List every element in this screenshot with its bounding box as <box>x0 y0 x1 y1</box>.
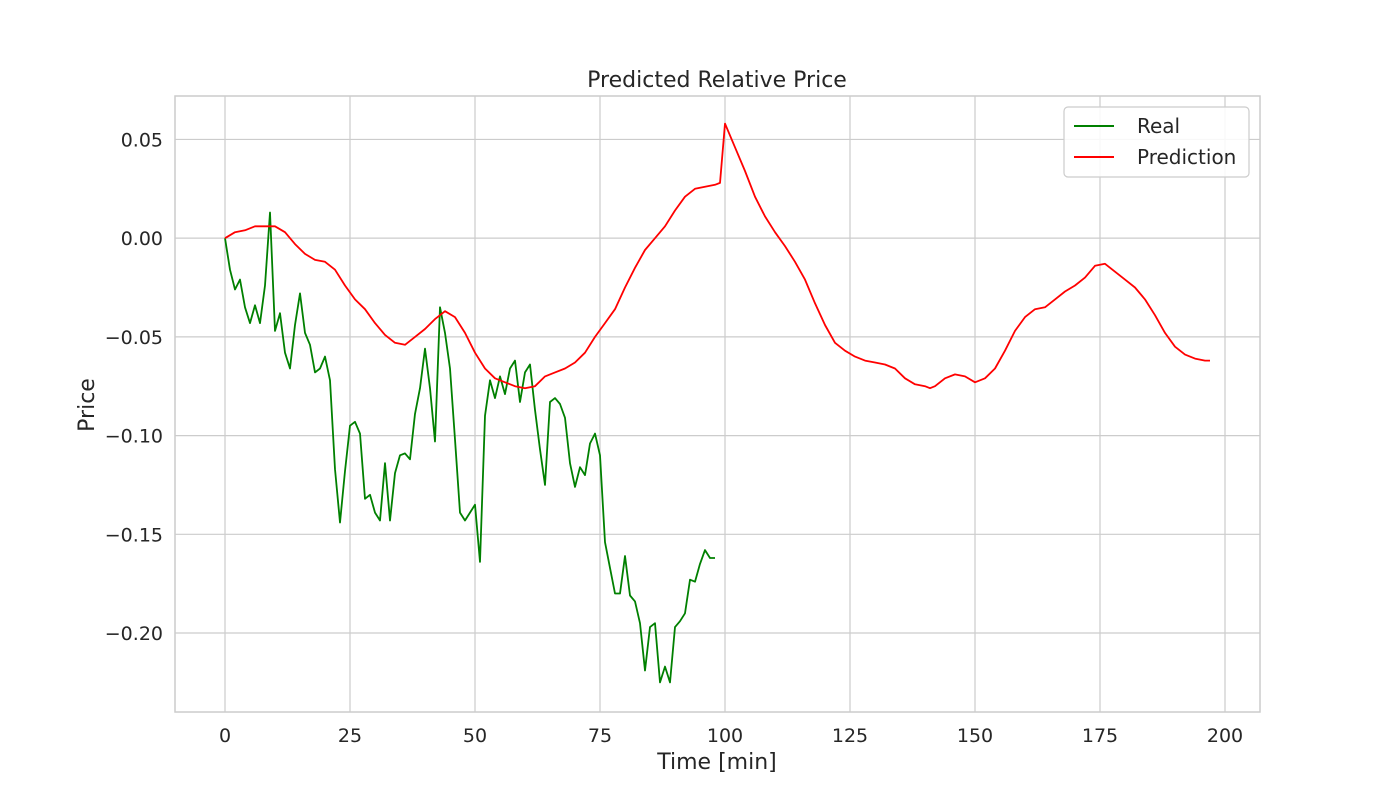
x-tick-label: 50 <box>463 725 487 747</box>
x-tick-label: 150 <box>957 725 993 747</box>
x-tick-label: 75 <box>588 725 612 747</box>
x-tick-label: 200 <box>1207 725 1243 747</box>
series-line-real <box>224 211 715 684</box>
x-tick-label: 25 <box>338 725 362 747</box>
y-tick-label: 0.05 <box>121 129 163 151</box>
x-tick-label: 0 <box>219 725 231 747</box>
y-axis-label: Price <box>75 378 100 432</box>
y-tick-label: −0.15 <box>105 524 163 546</box>
legend-label: Prediction <box>1137 145 1236 169</box>
legend-label: Real <box>1137 114 1180 138</box>
x-tick-label: 175 <box>1082 725 1118 747</box>
plot-frame <box>174 95 1261 713</box>
series-line-prediction <box>224 122 1210 390</box>
y-tick-label: −0.10 <box>105 426 163 448</box>
y-tick-label: 0.00 <box>121 228 163 250</box>
legend: Real Prediction <box>1063 106 1250 178</box>
plot-area: 0 25 50 75 100 125 150 175 200 0.05 0.00 −0.05 −0.10… <box>105 95 1261 747</box>
x-tick-label: 125 <box>832 725 868 747</box>
x-tick-label: 100 <box>707 725 743 747</box>
x-axis-label: Time [min] <box>656 750 777 775</box>
y-tick-label: −0.05 <box>105 327 163 349</box>
legend-box <box>1063 106 1250 178</box>
chart-title: Predicted Relative Price <box>587 68 847 93</box>
y-tick-label: −0.20 <box>105 623 163 645</box>
